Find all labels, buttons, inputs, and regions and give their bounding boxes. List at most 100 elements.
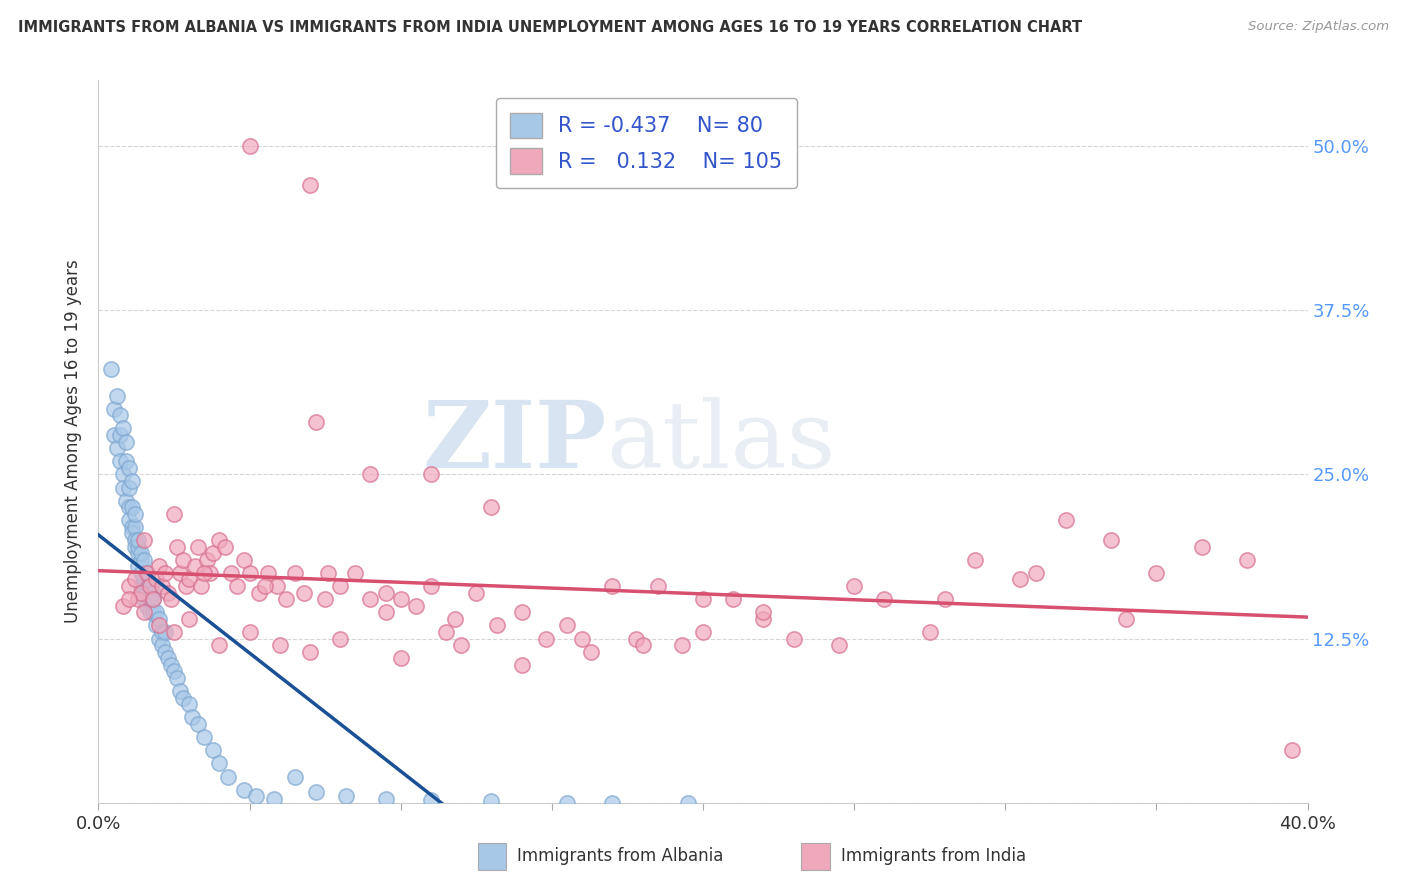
Point [555,796,578,810]
Text: Source: ZipAtlas.com: Source: ZipAtlas.com [1249,20,1389,33]
Point [723,592,745,607]
Point [135,566,157,580]
Legend: R = -0.437    N= 80, R =   0.132    N= 105: R = -0.437 N= 80, R = 0.132 N= 105 [496,98,797,188]
Point [114,454,136,468]
Point [195,553,218,567]
Point [305,415,328,429]
Point [184,559,207,574]
Point [108,409,131,423]
Point [202,743,225,757]
Point [187,717,209,731]
Point [676,796,699,810]
Point [239,139,262,153]
Point [179,698,201,712]
Point [571,632,593,646]
Point [299,645,322,659]
Point [118,481,141,495]
Point [631,638,654,652]
Point [179,612,201,626]
Point [153,645,176,659]
Point [292,585,315,599]
Point [166,540,188,554]
Point [132,579,155,593]
Point [245,789,267,804]
Point [139,605,162,619]
Point [692,592,714,607]
Point [153,625,176,640]
Point [217,770,239,784]
Point [129,566,152,580]
Point [139,579,162,593]
Point [129,553,152,567]
Point [179,573,201,587]
Point [121,500,143,515]
Point [274,592,297,607]
Point [121,520,143,534]
Point [118,513,141,527]
Point [214,540,236,554]
Point [129,585,152,599]
Point [1010,573,1032,587]
Point [127,533,149,547]
Bar [801,843,830,870]
Point [374,585,396,599]
Point [127,540,149,554]
Point [256,566,278,580]
Point [1099,533,1122,547]
Point [135,599,157,613]
Point [555,618,578,632]
Point [114,434,136,449]
Point [156,585,179,599]
Point [965,553,987,567]
Point [534,632,557,646]
Point [752,612,775,626]
Point [148,618,170,632]
Point [208,756,231,771]
Point [163,507,186,521]
Point [132,592,155,607]
Point [150,579,173,593]
Point [253,579,276,593]
Point [118,500,141,515]
Point [405,599,427,613]
Point [169,566,191,580]
Point [105,388,128,402]
Point [752,605,775,619]
Text: Immigrants from India: Immigrants from India [841,847,1026,865]
Point [124,533,146,547]
Point [1115,612,1137,626]
Point [420,793,443,807]
Point [163,665,186,679]
Point [103,401,125,416]
Point [828,638,851,652]
Point [139,592,162,607]
Point [239,625,262,640]
Point [465,585,488,599]
Point [148,559,170,574]
Point [132,605,155,619]
Point [100,362,122,376]
Point [602,579,624,593]
Point [172,690,194,705]
Point [187,540,209,554]
Point [148,612,170,626]
Point [145,605,167,619]
Point [481,500,503,515]
Point [420,579,443,593]
Point [132,533,155,547]
Point [127,559,149,574]
Point [232,553,254,567]
Point [299,178,322,193]
Point [335,789,357,804]
Point [190,579,212,593]
Point [344,566,367,580]
Point [124,540,146,554]
Point [124,507,146,521]
Point [873,592,896,607]
Point [360,467,382,482]
Point [1281,743,1303,757]
Point [329,579,352,593]
Point [114,493,136,508]
Point [135,566,157,580]
Point [127,546,149,560]
